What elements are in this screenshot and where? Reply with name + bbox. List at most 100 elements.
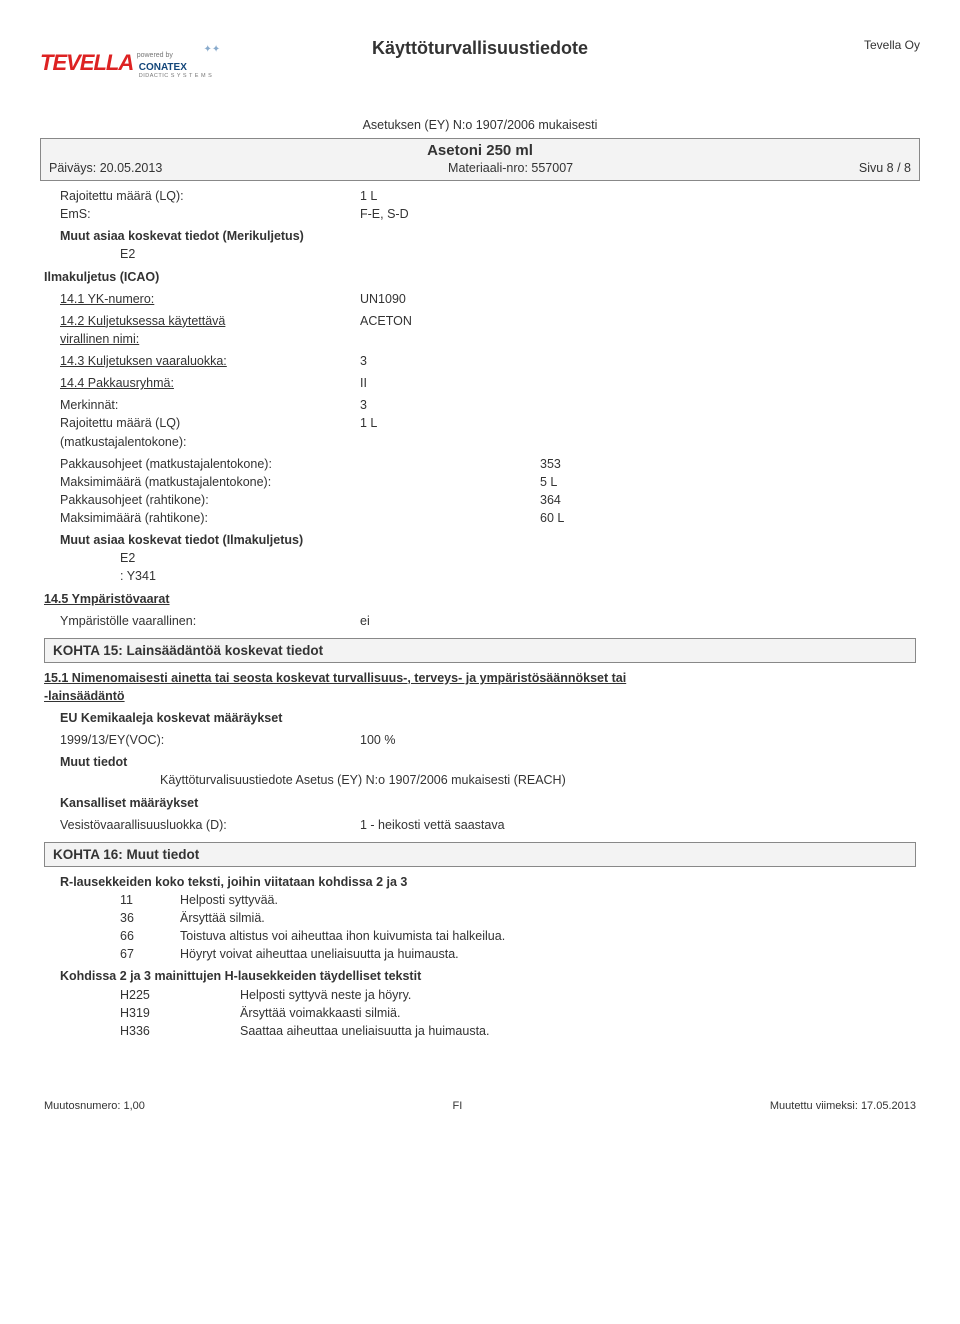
air-cargo-instr-label: Pakkausohjeet (rahtikone): — [60, 491, 360, 509]
air-pax-instr-label: Pakkausohjeet (matkustajalentokone): — [60, 455, 360, 473]
env-row: Ympäristölle vaarallinen: ei — [60, 612, 916, 630]
air-packgroup-value: II — [360, 374, 540, 392]
h-phrases-heading: Kohdissa 2 ja 3 mainittujen H-lausekkeid… — [60, 967, 916, 985]
voc-label: 1999/13/EY(VOC): — [60, 731, 360, 749]
voc-value: 100 % — [360, 731, 540, 749]
r-phrases-list: 11Helposti syttyvää.36Ärsyttää silmiä.66… — [60, 891, 916, 964]
material-number: Materiaali-nro: 557007 — [448, 161, 573, 175]
air-class-row: 14.3 Kuljetuksen vaaraluokka: 3 — [60, 352, 916, 370]
air-packgroup-row: 14.4 Pakkausryhmä: II — [60, 374, 916, 392]
air-other-heading: Muut asiaa koskevat tiedot (Ilmakuljetus… — [60, 531, 916, 549]
product-meta-row: Päiväys: 20.05.2013 Materiaali-nro: 5570… — [49, 161, 911, 175]
logo-didactic-text: DIDACTIC S Y S T E M S — [139, 73, 213, 79]
product-info-box: Asetoni 250 ml Päiväys: 20.05.2013 Mater… — [40, 138, 920, 181]
logo-star-icon: ✦✦ — [204, 44, 221, 55]
h-phrase-row: H336Saattaa aiheuttaa uneliaisuutta ja h… — [60, 1022, 916, 1040]
logo-powered-text: powered by — [137, 52, 173, 59]
section-15-1-heading: 15.1 Nimenomaisesti ainetta tai seosta k… — [44, 669, 916, 705]
section-15-heading: KOHTA 15: Lainsäädäntöä koskevat tiedot — [44, 638, 916, 663]
air-other-y-value: : Y341 — [60, 567, 156, 585]
h-phrase-text: Helposti syttyvä neste ja höyry. — [240, 986, 916, 1004]
air-name-label: 14.2 Kuljetuksessa käytettävä — [60, 314, 225, 328]
h-phrase-code: H319 — [60, 1004, 240, 1022]
page-footer: Muutosnumero: 1,00 FI Muutettu viimeksi:… — [40, 1100, 920, 1112]
air-un-label: 14.1 YK-numero: — [60, 290, 360, 308]
r-phrase-row: 67Höyryt voivat aiheuttaa uneliaisuutta … — [60, 945, 916, 963]
air-lq-label: Rajoitettu määrä (LQ)(matkustajalentokon… — [60, 414, 360, 450]
h-phrases-list: H225Helposti syttyvä neste ja höyry.H319… — [60, 986, 916, 1040]
env-heading: 14.5 Ympäristövaarat — [44, 590, 916, 608]
air-other-e2-row: E2 — [60, 549, 916, 567]
air-un-value: UN1090 — [360, 290, 540, 308]
air-lq-row: Rajoitettu määrä (LQ)(matkustajalentokon… — [60, 414, 916, 450]
air-heading: Ilmakuljetus (ICAO) — [44, 268, 916, 286]
air-name-row: 14.2 Kuljetuksessa käytettävä virallinen… — [60, 312, 916, 348]
air-cargo-instr-row: Pakkausohjeet (rahtikone): 364 — [60, 491, 916, 509]
air-other-y-row: : Y341 — [60, 567, 916, 585]
logo-sub-block: ✦✦ powered by CONATEX DIDACTIC S Y S T E… — [137, 50, 213, 79]
water-hazard-row: Vesistövaarallisuusluokka (D): 1 - heiko… — [60, 816, 916, 834]
air-un-row: 14.1 YK-numero: UN1090 — [60, 290, 916, 308]
air-cargo-instr-value: 364 — [540, 491, 916, 509]
voc-row: 1999/13/EY(VOC): 100 % — [60, 731, 916, 749]
air-pax-max-label: Maksimimäärä (matkustajalentokone): — [60, 473, 360, 491]
page-header: TEVELLA ✦✦ powered by CONATEX DIDACTIC S… — [40, 38, 920, 98]
sea-ems-label: EmS: — [60, 205, 360, 223]
footer-language: FI — [452, 1100, 462, 1112]
h-phrase-row: H225Helposti syttyvä neste ja höyry. — [60, 986, 916, 1004]
document-content: Rajoitettu määrä (LQ): 1 L EmS: F-E, S-D… — [40, 181, 920, 1040]
r-phrase-code: 11 — [60, 891, 180, 909]
air-name-value: ACETON — [360, 312, 540, 348]
air-name-label-wrap: 14.2 Kuljetuksessa käytettävä virallinen… — [60, 312, 360, 348]
other-info-heading: Muut tiedot — [60, 753, 916, 771]
h-phrase-code: H225 — [60, 986, 240, 1004]
air-pax-max-row: Maksimimäärä (matkustajalentokone): 5 L — [60, 473, 916, 491]
air-cargo-max-value: 60 L — [540, 509, 916, 527]
r-phrase-code: 67 — [60, 945, 180, 963]
sea-other-value: E2 — [60, 245, 135, 263]
sea-lq-row: Rajoitettu määrä (LQ): 1 L — [60, 187, 916, 205]
page-number: Sivu 8 / 8 — [859, 161, 911, 175]
h-phrase-text: Ärsyttää voimakkaasti silmiä. — [240, 1004, 916, 1022]
r-phrase-code: 36 — [60, 909, 180, 927]
footer-modified: Muutettu viimeksi: 17.05.2013 — [770, 1100, 916, 1112]
sea-other-heading: Muut asiaa koskevat tiedot (Merikuljetus… — [60, 227, 916, 245]
air-lq-value: 1 L — [360, 414, 540, 450]
sea-lq-value: 1 L — [360, 187, 540, 205]
water-hazard-value: 1 - heikosti vettä saastava — [360, 816, 540, 834]
air-pax-max-value: 5 L — [540, 473, 916, 491]
air-pax-instr-row: Pakkausohjeet (matkustajalentokone): 353 — [60, 455, 916, 473]
product-title: Asetoni 250 ml — [49, 142, 911, 159]
other-info-text-row: Käyttöturvalisuustiedote Asetus (EY) N:o… — [60, 771, 916, 789]
company-name: Tevella Oy — [864, 38, 920, 52]
sea-ems-value: F-E, S-D — [360, 205, 540, 223]
footer-revision: Muutosnumero: 1,00 — [44, 1100, 145, 1112]
air-mark-value: 3 — [360, 396, 540, 414]
air-cargo-max-label: Maksimimäärä (rahtikone): — [60, 509, 360, 527]
r-phrase-text: Ärsyttää silmiä. — [180, 909, 916, 927]
issue-date: Päiväys: 20.05.2013 — [49, 161, 162, 175]
r-phrase-row: 36Ärsyttää silmiä. — [60, 909, 916, 927]
water-hazard-label: Vesistövaarallisuusluokka (D): — [60, 816, 360, 834]
env-value: ei — [360, 612, 540, 630]
section-16-heading: KOHTA 16: Muut tiedot — [44, 842, 916, 867]
sea-other-value-row: E2 — [60, 245, 916, 263]
env-label: Ympäristölle vaarallinen: — [60, 612, 360, 630]
r-phrase-code: 66 — [60, 927, 180, 945]
air-other-e2-value: E2 — [60, 549, 135, 567]
air-pax-instr-value: 353 — [540, 455, 916, 473]
other-info-text: Käyttöturvalisuustiedote Asetus (EY) N:o… — [60, 771, 566, 789]
air-cargo-max-row: Maksimimäärä (rahtikone): 60 L — [60, 509, 916, 527]
eu-regulations-heading: EU Kemikaaleja koskevat määräykset — [60, 709, 916, 727]
sea-lq-label: Rajoitettu määrä (LQ): — [60, 187, 360, 205]
logo-conatex-text: CONATEX — [139, 62, 213, 73]
r-phrase-row: 11Helposti syttyvää. — [60, 891, 916, 909]
document-subtitle: Asetuksen (EY) N:o 1907/2006 mukaisesti — [40, 118, 920, 132]
r-phrases-heading: R-lausekkeiden koko teksti, joihin viita… — [60, 873, 916, 891]
national-regulations-heading: Kansalliset määräykset — [60, 794, 916, 812]
h-phrase-row: H319Ärsyttää voimakkaasti silmiä. — [60, 1004, 916, 1022]
air-class-value: 3 — [360, 352, 540, 370]
logo-block: TEVELLA ✦✦ powered by CONATEX DIDACTIC S… — [40, 50, 212, 79]
air-packgroup-label: 14.4 Pakkausryhmä: — [60, 374, 360, 392]
logo-tevella-text: TEVELLA — [40, 50, 133, 76]
